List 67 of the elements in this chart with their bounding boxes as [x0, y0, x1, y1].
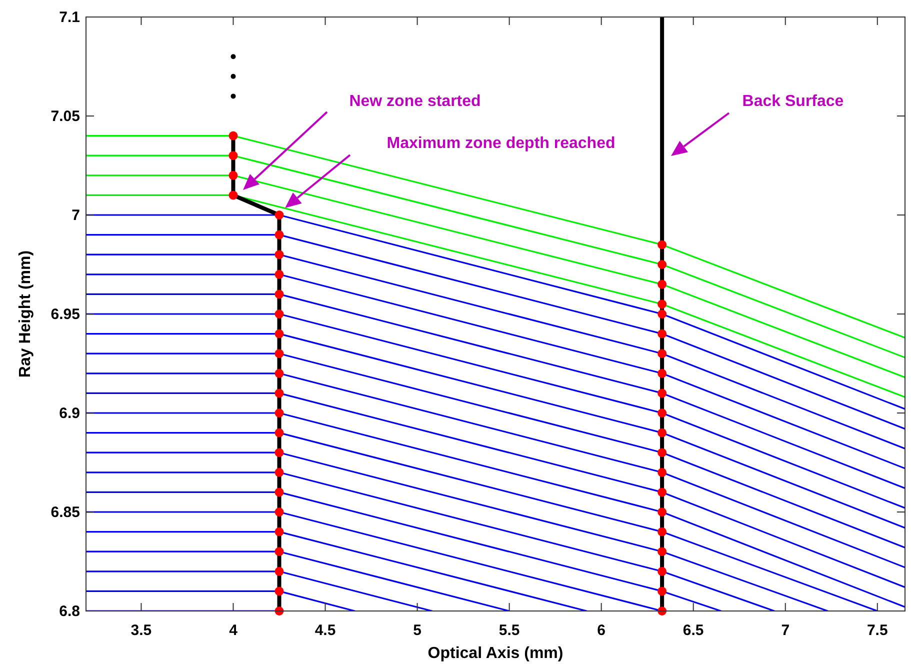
annotation: New zone started — [349, 93, 481, 110]
x-axis-title: Optical Axis (mm) — [428, 645, 564, 662]
point — [658, 428, 667, 438]
point — [274, 210, 284, 220]
point — [658, 566, 667, 576]
point — [274, 508, 284, 516]
point — [658, 280, 667, 289]
x-tick-label: 6 — [597, 622, 606, 639]
point — [274, 566, 284, 576]
point — [228, 190, 238, 200]
point — [658, 388, 667, 398]
point — [658, 300, 667, 309]
point — [274, 468, 284, 477]
point — [274, 310, 284, 318]
point — [274, 290, 284, 299]
y-tick-label: 6.8 — [59, 603, 80, 620]
x-tick-label: 6.5 — [682, 622, 704, 639]
annotation: Back Surface — [742, 93, 844, 110]
y-tick-label: 6.95 — [50, 306, 80, 323]
point — [228, 151, 238, 160]
point — [228, 170, 238, 180]
y-tick-label: 6.85 — [50, 504, 80, 521]
point — [274, 250, 284, 260]
y-tick-label: 6.9 — [59, 405, 80, 422]
point — [230, 94, 236, 99]
x-tick-label: 4.5 — [314, 622, 336, 639]
point — [228, 131, 238, 140]
y-tick-label: 7 — [72, 207, 80, 224]
point — [658, 527, 667, 536]
annotation: Maximum zone depth reached — [386, 135, 616, 152]
point — [658, 329, 667, 338]
point — [658, 547, 667, 556]
point — [658, 240, 667, 250]
point — [274, 270, 284, 279]
point — [274, 368, 284, 378]
x-tick-label: 4 — [229, 622, 238, 639]
point — [274, 428, 284, 438]
y-tick-label: 7.05 — [50, 108, 80, 125]
point — [658, 408, 667, 418]
point — [274, 349, 284, 358]
point — [274, 448, 284, 458]
point — [658, 310, 667, 318]
x-tick-label: 3.5 — [130, 622, 152, 639]
x-tick-label: 5 — [413, 622, 422, 639]
point — [274, 547, 284, 556]
point — [274, 230, 284, 240]
point — [274, 388, 284, 398]
point — [274, 586, 284, 596]
point — [274, 527, 284, 536]
point — [230, 74, 236, 79]
point — [658, 488, 667, 497]
x-tick-label: 7.5 — [866, 622, 888, 639]
y-tick-label: 7.1 — [59, 9, 80, 26]
point — [658, 260, 667, 269]
point — [658, 448, 667, 458]
point — [658, 586, 667, 596]
point — [230, 54, 236, 60]
point — [658, 468, 667, 477]
point — [658, 368, 667, 378]
point — [274, 488, 284, 497]
x-tick-label: 7 — [781, 622, 790, 639]
point — [274, 329, 284, 338]
point — [658, 349, 667, 358]
point — [274, 408, 284, 418]
x-tick-label: 5.5 — [498, 622, 520, 639]
point — [658, 508, 667, 516]
y-axis-title: Ray Height (mm) — [17, 250, 34, 378]
